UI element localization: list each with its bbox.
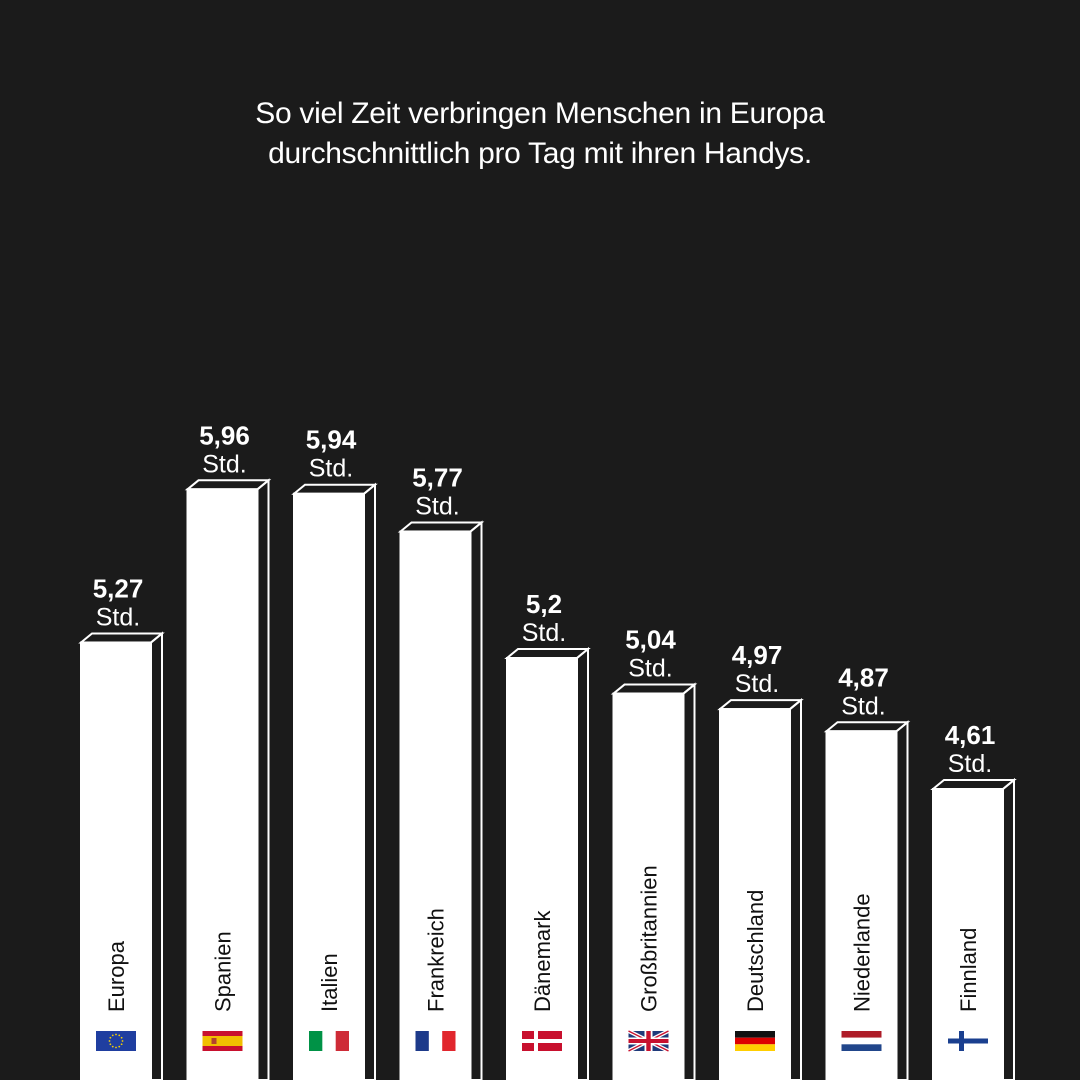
value-label: 5,94	[306, 425, 357, 455]
category-label: Finnland	[956, 928, 981, 1012]
france-flag-icon	[415, 1031, 456, 1051]
value-label: 5,2	[526, 589, 562, 619]
chart-title: So viel Zeit verbringen Menschen in Euro…	[0, 94, 1080, 174]
bar-großbritannien: Großbritannien	[610, 682, 698, 1080]
unit-label: Std.	[415, 492, 459, 520]
unit-label: Std.	[309, 455, 353, 483]
category-label: Spanien	[211, 931, 236, 1012]
unit-label: Std.	[96, 603, 140, 631]
title-line-2: durchschnittlich pro Tag mit ihren Handy…	[268, 137, 812, 170]
value-label: 5,27	[93, 573, 144, 603]
category-label: Niederlande	[850, 893, 875, 1012]
category-label: Europa	[104, 940, 129, 1012]
category-label: Dänemark	[530, 910, 555, 1012]
bar-niederlande: Niederlande	[823, 720, 911, 1080]
italy-flag-icon	[309, 1031, 349, 1051]
bar-spanien: Spanien	[184, 478, 272, 1080]
category-label: Italien	[317, 953, 342, 1012]
category-label: Deutschland	[743, 890, 768, 1012]
value-label: 5,04	[625, 625, 676, 655]
category-label: Frankreich	[424, 908, 449, 1012]
category-label: Großbritannien	[637, 865, 662, 1012]
bar-europa: Europa	[78, 631, 165, 1080]
eu-flag-icon	[96, 1031, 136, 1051]
value-label: 4,61	[945, 720, 996, 750]
value-label: 5,77	[412, 462, 463, 492]
value-label: 4,87	[838, 662, 889, 692]
value-label: 5,96	[199, 420, 250, 450]
bar-dänemark: Dänemark	[504, 646, 591, 1080]
netherlands-flag-icon	[841, 1031, 882, 1051]
denmark-flag-icon	[522, 1031, 562, 1051]
finland-flag-icon	[948, 1031, 988, 1051]
uk-flag-icon	[627, 1029, 670, 1053]
unit-label: Std.	[202, 450, 246, 478]
spain-flag-icon	[202, 1031, 243, 1051]
unit-label: Std.	[841, 692, 885, 720]
bar-frankreich: Frankreich	[397, 520, 485, 1080]
germany-flag-icon	[735, 1031, 775, 1051]
unit-label: Std.	[628, 655, 672, 683]
bar-finnland: Finnland	[930, 777, 1017, 1080]
title-line-1: So viel Zeit verbringen Menschen in Euro…	[255, 97, 825, 130]
unit-label: Std.	[522, 619, 566, 647]
unit-label: Std.	[735, 670, 779, 698]
value-label: 4,97	[732, 640, 783, 670]
bar-italien: Italien	[291, 482, 378, 1080]
bar-deutschland: Deutschland	[717, 697, 804, 1080]
unit-label: Std.	[948, 750, 992, 778]
